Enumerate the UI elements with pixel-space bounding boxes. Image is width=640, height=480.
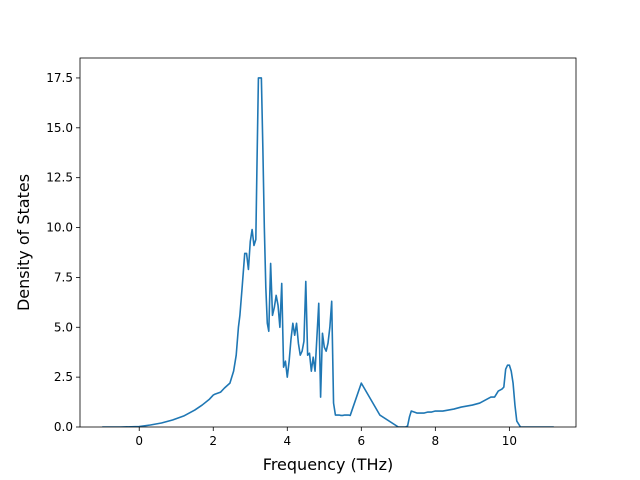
y-tick-label: 7.5 bbox=[54, 270, 73, 284]
x-tick-label: 8 bbox=[432, 434, 440, 448]
plot-frame bbox=[79, 57, 577, 428]
y-tick-label: 15.0 bbox=[46, 121, 73, 135]
x-tick-label: 0 bbox=[135, 434, 143, 448]
x-axis-label: Frequency (THz) bbox=[263, 455, 393, 474]
dos-series-line bbox=[102, 77, 554, 427]
y-axis-label: Density of States bbox=[14, 174, 33, 311]
y-tick-label: 10.0 bbox=[46, 221, 73, 235]
x-axis-ticks: 0 2 4 6 8 10 bbox=[135, 427, 517, 448]
y-tick-label: 12.5 bbox=[46, 171, 73, 185]
x-tick-label: 10 bbox=[502, 434, 517, 448]
x-tick-label: 4 bbox=[283, 434, 291, 448]
y-tick-label: 17.5 bbox=[46, 71, 73, 85]
y-axis-ticks: 0.0 2.5 5.0 7.5 10.0 12.5 15.0 17.5 bbox=[46, 71, 80, 434]
y-tick-label: 5.0 bbox=[54, 320, 73, 334]
y-tick-label: 0.0 bbox=[54, 420, 73, 434]
y-tick-label: 2.5 bbox=[54, 370, 73, 384]
x-tick-label: 6 bbox=[357, 434, 365, 448]
plot-area bbox=[102, 77, 554, 427]
x-tick-label: 2 bbox=[209, 434, 217, 448]
